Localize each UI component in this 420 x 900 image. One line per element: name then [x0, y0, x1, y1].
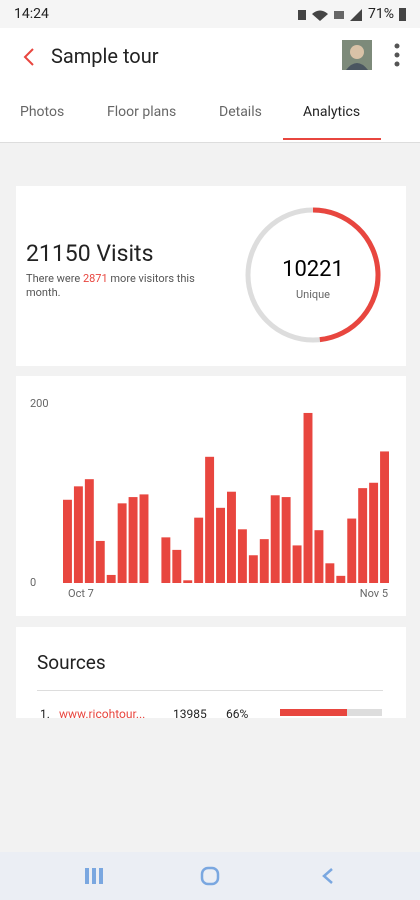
visits-heading: 21150 Visits: [26, 240, 153, 267]
bar: [314, 530, 324, 583]
bar: [227, 491, 236, 583]
battery-icon: [399, 8, 406, 21]
tab[interactable]: Photos: [20, 104, 65, 120]
tab[interactable]: Floor plans: [107, 104, 177, 120]
source-percent: 66%: [226, 707, 249, 718]
bar: [380, 451, 389, 583]
bar: [84, 479, 94, 583]
source-bar: [280, 709, 348, 716]
tab-bar: Photos Floor plans Details Analytics: [0, 90, 420, 143]
bar: [369, 482, 379, 583]
back-button[interactable]: [22, 47, 36, 67]
visits-text: There were 2871 more visitors this month…: [26, 272, 206, 300]
bar: [281, 497, 291, 583]
avatar[interactable]: [342, 40, 372, 70]
visits-card: 21150 Visits There were 2871 more visito…: [16, 186, 406, 366]
nav-bar: [0, 852, 420, 900]
bar: [117, 503, 127, 583]
unique-donut: 10221 Unique: [245, 207, 381, 343]
nav-back-button[interactable]: [320, 867, 336, 885]
bar-chart: 0 200 Oct 7 Nov 5: [30, 397, 389, 600]
time: 14:24: [14, 6, 49, 22]
bar: [292, 545, 302, 583]
bar: [205, 456, 215, 583]
divider: [37, 690, 383, 691]
bar: [95, 540, 105, 583]
bar: [139, 494, 149, 583]
bar: [73, 486, 83, 583]
bar: [325, 563, 335, 583]
home-button[interactable]: [200, 866, 220, 886]
bar: [237, 529, 247, 583]
bar: [347, 518, 357, 583]
bar: [106, 574, 116, 583]
menu-button[interactable]: [392, 42, 402, 70]
unique-count: 10221: [282, 257, 344, 282]
x-tick-label: Oct 7: [68, 587, 94, 600]
bar: [183, 580, 193, 583]
visits-count: 21150: [26, 240, 91, 267]
text: There were: [26, 272, 81, 285]
bar: [259, 539, 269, 583]
bar: [358, 488, 368, 583]
unique-label: Unique: [296, 288, 330, 301]
bar: [161, 537, 171, 583]
bar: [303, 412, 313, 583]
bar: [216, 507, 225, 583]
bar: [270, 495, 280, 583]
tab[interactable]: Details: [219, 104, 262, 120]
source-track: [280, 709, 382, 716]
status-bar: 14:24 71%: [0, 0, 420, 28]
source-count: 13985: [173, 707, 207, 718]
bar: [128, 497, 138, 583]
bar: [63, 499, 72, 583]
source-url[interactable]: www.ricohtour...: [59, 707, 146, 718]
more-count: 2871: [82, 272, 108, 285]
status-icons: [298, 9, 362, 21]
bar: [172, 549, 182, 583]
y-tick-label: 200: [30, 397, 49, 410]
sources-title: Sources: [37, 651, 106, 674]
visits-label: Visits: [96, 240, 154, 267]
text: more visitors this month.: [26, 272, 195, 299]
bar: [248, 555, 258, 583]
rank: 1.: [40, 707, 50, 718]
bar: [336, 575, 346, 583]
battery: 71%: [368, 6, 394, 22]
title: Sample tour: [51, 44, 159, 68]
source-row[interactable]: 1. www.ricohtour... 13985 66%: [16, 707, 406, 718]
tab-active[interactable]: Analytics: [303, 104, 361, 120]
recents-button[interactable]: [84, 867, 104, 885]
chart-card: 0 200 Oct 7 Nov 5: [16, 376, 406, 616]
unique-arc: [312, 207, 381, 343]
sources-card: Sources 1. www.ricohtour... 13985 66%: [16, 627, 406, 718]
y-tick-label: 0: [30, 576, 36, 589]
x-tick-label: Nov 5: [360, 587, 388, 600]
app-header: Sample tour: [0, 28, 420, 90]
bar: [194, 517, 204, 583]
tab-indicator: [283, 138, 381, 140]
